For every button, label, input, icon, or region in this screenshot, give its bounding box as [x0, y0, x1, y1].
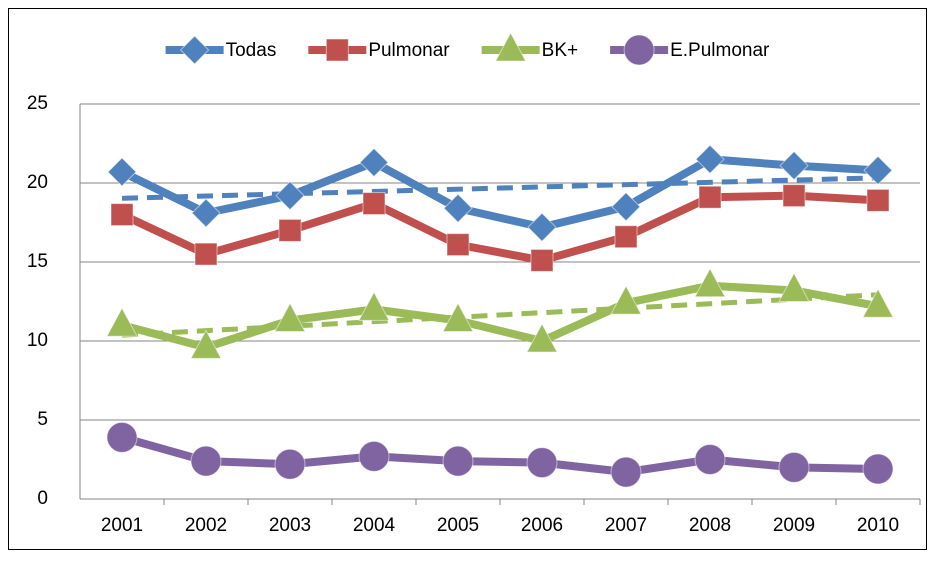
x-tick-label: 2004 — [353, 515, 396, 536]
y-tick-label: 25 — [27, 93, 48, 114]
x-tick-label: 2003 — [269, 515, 311, 536]
y-tick-label: 0 — [37, 488, 48, 509]
marker — [190, 329, 222, 359]
series-line — [120, 281, 879, 352]
marker — [695, 144, 725, 175]
marker — [110, 203, 134, 227]
x-tick-label: 2006 — [521, 515, 563, 536]
trendline — [121, 175, 879, 201]
legend-item: Todas — [165, 35, 277, 65]
marker — [526, 322, 558, 353]
series-line — [120, 191, 879, 265]
legend: Todas Pulmonar BK+ E.Pulmonar — [165, 31, 770, 66]
marker — [443, 193, 473, 223]
marker — [362, 192, 386, 216]
marker — [278, 218, 302, 242]
legend-label: Todas — [226, 40, 277, 61]
marker — [779, 150, 809, 181]
marker — [698, 185, 722, 209]
legend-label: BK+ — [542, 40, 578, 61]
legend-label: Pulmonar — [368, 40, 450, 61]
series — [106, 421, 894, 488]
marker — [610, 456, 642, 488]
marker — [446, 233, 470, 257]
marker — [614, 225, 638, 249]
marker — [782, 184, 806, 208]
marker — [862, 453, 894, 485]
marker — [275, 180, 305, 211]
trendline — [121, 292, 879, 338]
x-tick-label: 2002 — [185, 515, 227, 536]
marker — [530, 248, 554, 272]
marker — [359, 147, 389, 178]
marker — [191, 198, 221, 228]
y-tick-label: 10 — [27, 330, 48, 351]
series — [107, 144, 893, 242]
marker — [274, 302, 306, 332]
y-tick-label: 15 — [27, 251, 48, 272]
marker — [778, 272, 810, 302]
marker — [866, 188, 890, 212]
marker — [194, 242, 218, 266]
series — [106, 267, 894, 359]
marker — [358, 440, 390, 472]
marker — [358, 291, 390, 321]
x-tick-label: 2007 — [605, 515, 647, 536]
marker — [610, 285, 642, 315]
series — [110, 184, 890, 272]
legend-item: E.Pulmonar — [610, 34, 770, 66]
marker — [611, 191, 641, 222]
series-line — [120, 155, 879, 232]
marker — [862, 288, 894, 318]
marker — [106, 307, 138, 337]
marker — [494, 31, 527, 62]
marker — [442, 302, 474, 332]
marker — [526, 447, 558, 479]
legend-item: Pulmonar — [308, 38, 450, 62]
x-tick-label: 2005 — [437, 515, 479, 536]
marker — [325, 38, 349, 62]
marker — [179, 35, 210, 65]
marker — [623, 34, 655, 66]
x-tick-label: 2009 — [773, 515, 815, 536]
marker — [527, 212, 557, 242]
y-tick-label: 20 — [27, 172, 48, 193]
x-tick-label: 2001 — [101, 515, 143, 536]
series-line — [120, 433, 879, 477]
x-tick-label: 2008 — [689, 515, 731, 536]
y-tick-label: 5 — [37, 409, 48, 430]
marker — [107, 157, 137, 187]
marker — [778, 451, 810, 483]
marker — [694, 444, 726, 475]
marker — [442, 445, 474, 477]
marker — [863, 155, 893, 186]
legend-item: BK+ — [481, 31, 578, 62]
legend-label: E.Pulmonar — [670, 40, 770, 61]
marker — [106, 421, 138, 453]
marker — [694, 267, 726, 298]
marker — [190, 445, 222, 477]
marker — [274, 448, 306, 480]
x-tick-label: 2010 — [857, 515, 899, 536]
